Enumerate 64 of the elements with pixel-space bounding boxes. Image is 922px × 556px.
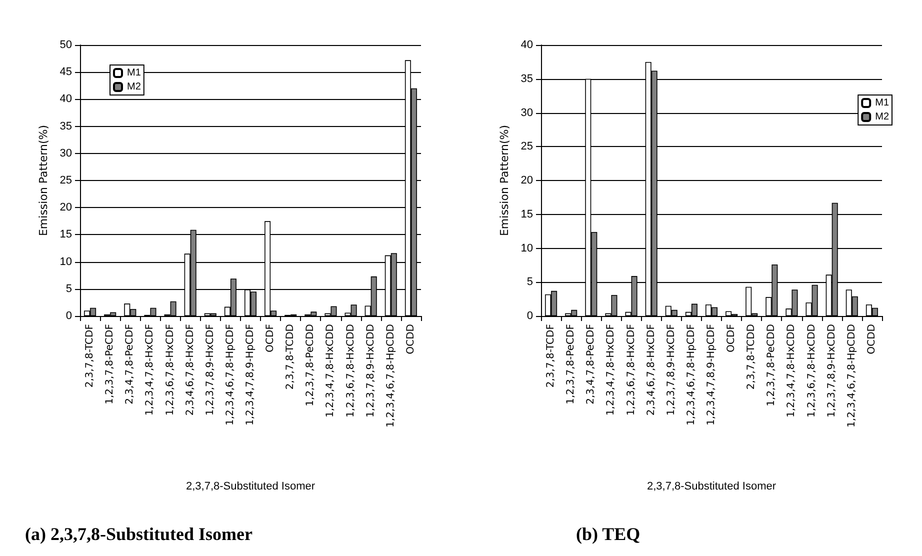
x-axis-title: 2,3,7,8-Substituted Isomer (186, 480, 316, 492)
x-tick-label: 2,3,4,7,8-PeCDF (124, 324, 136, 404)
x-tick-label: 2,3,7,8-TCDF (84, 324, 96, 388)
x-tick-label: 1,2,3,4,7,8,9-HpCDF (706, 324, 717, 426)
y-tick-label: 5 (66, 282, 72, 295)
x-tick-label: 1,2,3,7,8,9-HxCDF (204, 324, 216, 416)
x-tick-label: 1,2,3,7,8-PeCDF (566, 324, 577, 404)
x-tick-label: 1,2,3,7,8,9-HxCDD (826, 324, 838, 418)
text: (b) TEQ (576, 524, 640, 544)
legend-label: M1 (127, 68, 142, 78)
y-tick-label: 35 (520, 72, 533, 85)
x-tick-label: OCDD (405, 324, 416, 354)
x-tick-label: 1,2,3,4,7,8,9-HpCDF (245, 324, 256, 426)
y-tick-label: 5 (526, 276, 533, 288)
y-tick-label: 40 (520, 39, 533, 51)
y-tick-label: 20 (520, 174, 533, 186)
y-axis-title: Emission Pattern(%) (498, 124, 511, 236)
x-tick-label: 1,2,3,7,8,9-HxCDF (666, 324, 677, 416)
x-tick-label: 1,2,3,4,6,7,8-HpCDF (686, 324, 697, 426)
x-tick-label: OCDF (726, 324, 738, 352)
y-tick-label: 50 (60, 39, 72, 51)
x-tick-label: 1,2,3,4,7,8-HxCDD (786, 324, 798, 418)
x-tick-label: 1,2,3,6,7,8-HxCDD (345, 324, 356, 418)
x-tick-label: 2,3,4,6,7,8-HxCDF (184, 324, 196, 416)
x-tick-label: 1,2,3,4,6,7,8-HpCDD (385, 324, 396, 428)
x-tick-label: OCDD (866, 324, 878, 354)
x-tick-label: 1,2,3,4,7,8-HxCDF (606, 324, 617, 416)
x-tick-label: 1,2,3,7,8-PeCDF (104, 324, 116, 404)
text: (a) 2,3,7,8-Substituted Isomer (25, 524, 253, 544)
y-tick-label: 25 (60, 174, 72, 186)
y-tick-label: 15 (520, 208, 533, 220)
y-tick-label: 0 (66, 310, 72, 322)
legend-label: M2 (875, 112, 890, 122)
y-tick-label: 10 (60, 256, 72, 268)
x-tick-label: 2,3,4,6,7,8-HxCDF (646, 324, 657, 416)
x-tick-label: 1,2,3,6,7,8-HxCDD (806, 324, 818, 418)
y-axis-title: Emission Pattern(%) (36, 124, 50, 236)
x-tick-label: 1,2,3,4,7,8-HxCDF (144, 324, 156, 416)
y-tick-label: 35 (60, 120, 72, 132)
x-tick-label: 1,2,3,7,8,9-HxCDD (365, 324, 376, 418)
x-tick-label: 2,3,7,8-TCDF (546, 324, 557, 388)
y-tick-label: 20 (60, 202, 72, 214)
legend-label: M2 (127, 82, 142, 92)
y-tick-label: 45 (60, 66, 72, 78)
x-tick-label: 2,3,7,8-TCDD (746, 324, 758, 390)
y-tick-label: 10 (520, 242, 533, 254)
x-tick-label: 1,2,3,4,6,7,8-HpCDF (224, 324, 236, 426)
x-tick-label: 1,2,3,7,8-PeCDD (305, 324, 316, 406)
x-tick-label: 1,2,3,4,7,8-HxCDD (325, 324, 336, 418)
y-tick-label: 0 (526, 310, 533, 322)
x-tick-label: 2,3,4,7,8-PeCDF (586, 324, 597, 404)
y-tick-label: 30 (520, 106, 533, 119)
x-tick-label: 1,2,3,4,6,7,8-HpCDD (846, 324, 858, 428)
legend-label: M1 (875, 98, 890, 108)
x-tick-label: 2,3,7,8-TCDD (285, 324, 296, 390)
y-tick-label: 15 (60, 228, 72, 241)
x-tick-label: 1,2,3,7,8-PeCDD (766, 324, 778, 406)
y-tick-label: 30 (60, 147, 72, 160)
x-tick-label: OCDF (265, 324, 276, 352)
y-tick-label: 40 (60, 93, 72, 106)
x-axis-title: 2,3,7,8-Substituted Isomer (646, 480, 776, 492)
x-tick-label: 1,2,3,6,7,8-HxCDF (626, 324, 637, 416)
x-tick-label: 1,2,3,6,7,8-HxCDF (164, 324, 176, 416)
y-tick-label: 25 (520, 140, 533, 153)
